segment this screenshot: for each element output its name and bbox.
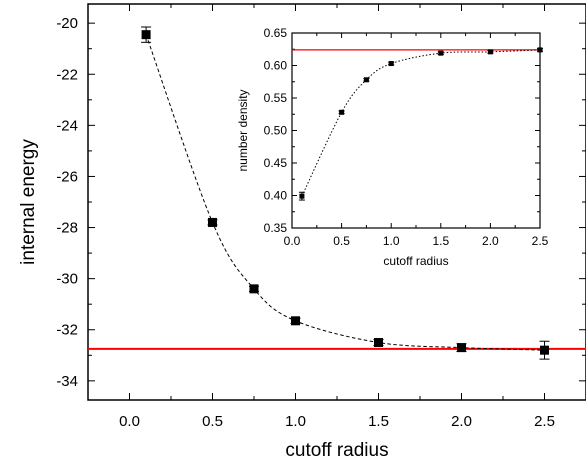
inset-xtick-label: 1.0 [383, 234, 400, 248]
main-x-axis-label: cutoff radius [285, 440, 388, 461]
main-ytick-label: -30 [56, 271, 78, 288]
inset-xtick-label: 2.5 [532, 234, 549, 248]
inset-ytick-label: 0.40 [264, 189, 288, 203]
main-xtick-label: 1.0 [285, 413, 306, 430]
main-ytick-label: -20 [56, 15, 78, 32]
main-ytick-label: -24 [56, 117, 78, 134]
main-data-point [374, 338, 383, 348]
main-data-point [457, 343, 466, 353]
main-ytick-label: -28 [56, 220, 78, 237]
inset-ytick-label: 0.45 [264, 156, 288, 170]
main-ytick-label: -26 [56, 168, 78, 185]
main-xtick-label: 2.0 [451, 413, 472, 430]
inset-data-point [537, 47, 543, 53]
main-data-point [540, 345, 549, 355]
inset-xtick-label: 2.0 [482, 234, 499, 248]
main-data-point [249, 284, 259, 294]
main-ytick-label: -34 [56, 373, 78, 390]
main-data-point [208, 217, 217, 227]
inset-data-point [299, 193, 305, 199]
inset-group: 0.0 0.5 1.0 1.5 2.0 2.5 0.35 0.40 0.45 0.50 0.55 0.… [236, 26, 549, 268]
main-data-point [141, 30, 151, 40]
inset-data-point [363, 77, 369, 83]
inset-y-axis-label: number density [236, 89, 250, 171]
main-xtick-label: 0.5 [202, 413, 223, 430]
inset-xtick-label: 0.0 [284, 234, 301, 248]
inset-xtick-label: 0.5 [333, 234, 350, 248]
inset-xtick-label: 1.5 [432, 234, 449, 248]
main-data-point [291, 316, 300, 326]
inset-ytick-label: 0.65 [264, 26, 288, 40]
inset-data-point [339, 109, 345, 115]
inset-frame [291, 32, 541, 229]
inset-ytick-label: 0.60 [264, 59, 288, 73]
inset-ytick-label: 0.55 [264, 91, 288, 105]
main-ytick-label: -32 [56, 322, 78, 339]
inset-data-point [487, 49, 493, 55]
inset-x-axis-label: cutoff radius [383, 254, 448, 268]
main-y-axis-label: internal energy [18, 139, 39, 265]
main-group: 0.0 0.5 1.0 1.5 2.0 2.5 -34 -32 -30 -28 -26 -24 -22 -… [18, 3, 586, 461]
main-xtick-label: 0.0 [119, 413, 140, 430]
inset-data-point [438, 50, 444, 56]
main-ytick-label: -22 [56, 66, 78, 83]
main-xtick-label: 1.5 [368, 413, 389, 430]
inset-ytick-label: 0.50 [264, 124, 288, 138]
main-xtick-label: 2.5 [534, 413, 555, 430]
inset-ytick-label: 0.35 [264, 221, 288, 235]
inset-data-point [388, 61, 394, 67]
